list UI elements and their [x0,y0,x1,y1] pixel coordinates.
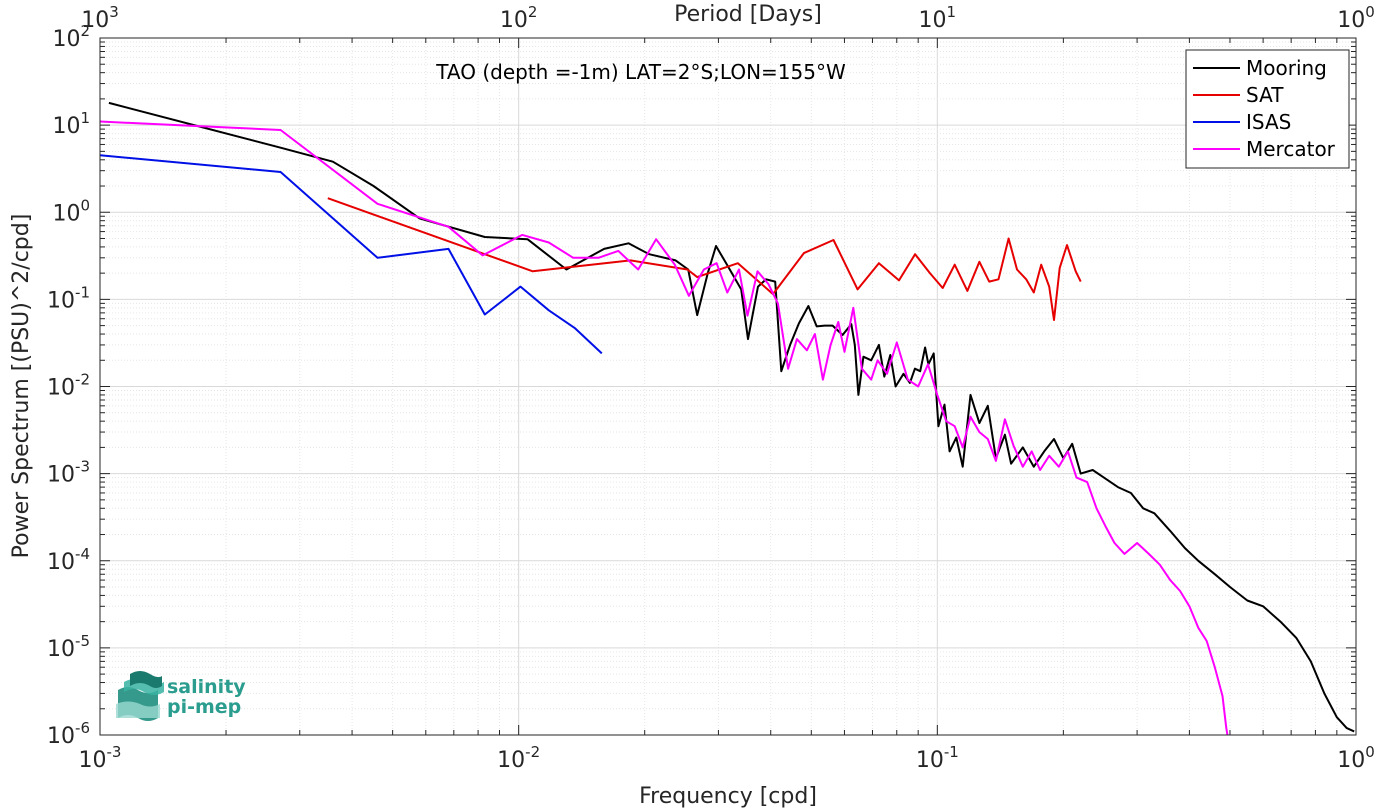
x-axis-label: Frequency [cpd] [639,784,817,809]
y-tick-label: 100 [52,196,90,226]
series-line-sat [327,197,1082,321]
series-line-isas [100,154,603,355]
y-tick-label: 10-5 [47,632,90,662]
x-tick-labels: 10-3 10-2 10-1 100 [79,743,1375,773]
series-line-mooring [108,101,1355,733]
legend: Mooring SAT ISAS Mercator [1185,49,1350,169]
y-tick-label: 102 [52,22,90,52]
top-tick-labels: 103 102 101 100 [81,3,1375,33]
grid [100,38,1356,735]
top-tick-label: 102 [500,3,538,33]
x-tick-label: 100 [1337,743,1375,773]
top-axis-label: Period [Days] [674,2,822,27]
series-layer [100,101,1355,735]
top-tick-label: 100 [1337,3,1375,33]
legend-label-mooring: Mooring [1246,56,1327,80]
y-tick-label: 10-4 [47,545,90,575]
logo-line2: pi-mep [167,696,241,718]
x-tick-label: 10-1 [916,743,959,773]
chart-title: TAO (depth =-1m) LAT=2°S;LON=155°W [435,60,846,84]
y-tick-label: 10-1 [47,283,90,313]
logo-line1: salinity [167,676,246,698]
logo-waves-icon [116,671,164,721]
salinity-pi-mep-logo: salinity pi-mep [116,671,246,721]
top-tick-label: 101 [919,3,957,33]
x-tick-label: 10-2 [497,743,540,773]
y-tick-labels: 102 101 100 10-1 10-2 10-3 10-4 10-5 10-6 [47,22,90,749]
x-tick-label: 10-3 [79,743,122,773]
top-tick-label: 103 [81,3,119,33]
legend-label-sat: SAT [1246,83,1284,107]
y-tick-label: 10-2 [47,371,90,401]
tick-marks [99,38,1356,736]
y-tick-label: 10-3 [47,458,90,488]
y-tick-label: 101 [52,109,90,139]
series-line-mercator [100,120,1229,735]
y-tick-label: 10-6 [47,719,90,749]
legend-label-mercator: Mercator [1246,137,1336,161]
y-axis-label: Power Spectrum [(PSU)^2/cpd] [9,214,34,559]
legend-label-isas: ISAS [1246,110,1291,134]
